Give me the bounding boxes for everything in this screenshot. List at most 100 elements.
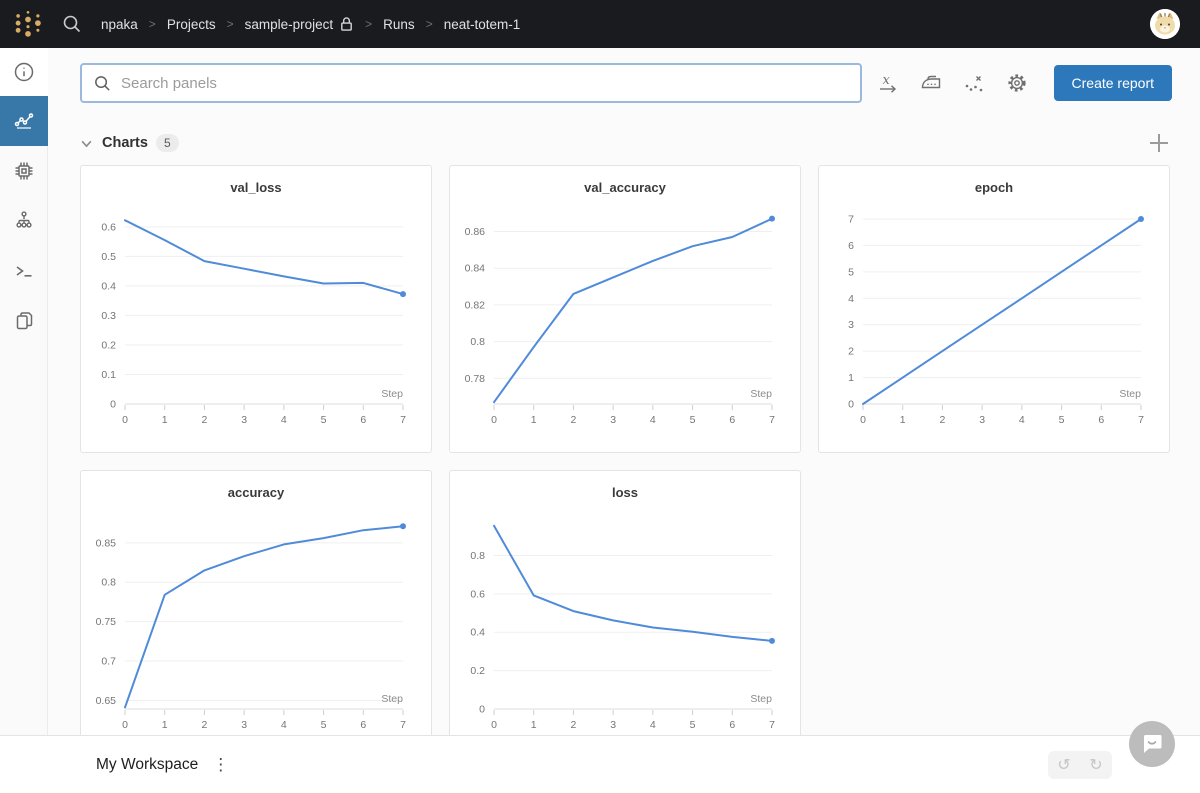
cpu-chip-icon: [15, 162, 33, 180]
svg-text:4: 4: [1019, 414, 1025, 426]
lock-icon: [339, 16, 354, 32]
svg-text:6: 6: [360, 719, 366, 731]
svg-text:0.8: 0.8: [470, 336, 485, 348]
charts-grid: val_loss 0 0.1 0.2 0.3 0.4 0.5 0.6 0 1 2 3 4 5 6 7 Step v…: [80, 165, 1172, 735]
wandb-logo[interactable]: [8, 4, 48, 44]
svg-text:0.1: 0.1: [101, 369, 116, 381]
svg-text:3: 3: [848, 319, 854, 331]
svg-text:2: 2: [571, 414, 577, 426]
sidebar-item-system[interactable]: [0, 146, 48, 196]
svg-text:0.8: 0.8: [101, 577, 116, 589]
svg-text:4: 4: [650, 719, 656, 731]
panel-epoch[interactable]: epoch 0 1 2 3 4 5 6 7 0 1 2 3 4 5 6 7 Step: [818, 165, 1170, 453]
svg-text:0.7: 0.7: [101, 655, 116, 667]
panel-title: val_accuracy: [584, 180, 666, 195]
workspace-content: x: [48, 48, 1200, 735]
sidebar-item-charts[interactable]: [0, 96, 48, 146]
svg-text:6: 6: [729, 414, 735, 426]
bottombar: My Workspace ⋮ ↺ ↻: [0, 735, 1200, 793]
panel-val_accuracy[interactable]: val_accuracy 0.78 0.8 0.82 0.84 0.86 0 1 2 3 4 5 6 7 S…: [449, 165, 801, 453]
topbar-search-icon[interactable]: [60, 12, 84, 36]
svg-text:3: 3: [979, 414, 985, 426]
chat-bubble-button[interactable]: [1129, 721, 1175, 767]
panel-accuracy[interactable]: accuracy 0.65 0.7 0.75 0.8 0.85 0 1 2 3 4 5 6 7 Step: [80, 470, 432, 735]
svg-text:1: 1: [900, 414, 906, 426]
create-report-button[interactable]: Create report: [1053, 65, 1172, 101]
svg-text:2: 2: [202, 414, 208, 426]
search-panels-box: [80, 63, 862, 103]
breadcrumb-separator: >: [365, 17, 373, 31]
svg-text:7: 7: [400, 414, 406, 426]
svg-text:x: x: [883, 73, 891, 88]
svg-text:0.75: 0.75: [96, 616, 117, 628]
breadcrumb-run[interactable]: neat-totem-1: [443, 16, 521, 32]
smoothing-button[interactable]: [918, 70, 944, 96]
panel-loss[interactable]: loss 0 0.2 0.4 0.6 0.8 0 1 2 3 4 5 6 7 Step: [449, 470, 801, 735]
workspace-title: My Workspace: [96, 755, 199, 773]
breadcrumb-project[interactable]: sample-project: [244, 16, 334, 32]
breadcrumb-separator: >: [226, 17, 234, 31]
chevron-down-icon[interactable]: [80, 136, 94, 150]
svg-text:0.65: 0.65: [96, 695, 117, 707]
svg-text:4: 4: [650, 414, 656, 426]
svg-text:6: 6: [360, 414, 366, 426]
svg-text:0.4: 0.4: [470, 627, 485, 639]
add-panel-button[interactable]: [1146, 130, 1172, 156]
smoothing-iron-icon: [921, 75, 941, 89]
svg-text:6: 6: [1098, 414, 1104, 426]
svg-text:0.78: 0.78: [465, 373, 486, 385]
breadcrumb-projects[interactable]: Projects: [166, 16, 216, 32]
svg-text:0: 0: [491, 414, 497, 426]
outliers-button[interactable]: [961, 70, 987, 96]
svg-text:4: 4: [848, 293, 854, 305]
line-chart-icon: [14, 113, 34, 129]
svg-text:3: 3: [610, 719, 616, 731]
svg-text:5: 5: [1059, 414, 1065, 426]
model-graph-icon: [16, 211, 32, 228]
line-chart-plot: 0 1 2 3 4 5 6 7 0 1 2 3 4 5 6 7 Step: [848, 213, 1144, 426]
svg-text:3: 3: [610, 414, 616, 426]
kebab-menu-icon[interactable]: ⋮: [212, 755, 230, 774]
svg-text:2: 2: [571, 719, 577, 731]
charts-section-header: Charts 5: [80, 131, 1172, 155]
breadcrumb: npaka > Projects > sample-project > Runs…: [101, 16, 520, 32]
section-title: Charts: [102, 135, 148, 151]
panel-val_loss[interactable]: val_loss 0 0.1 0.2 0.3 0.4 0.5 0.6 0 1 2 3 4 5 6 7 Step: [80, 165, 432, 453]
avatar[interactable]: [1150, 9, 1180, 39]
breadcrumb-user[interactable]: npaka: [101, 16, 138, 32]
panel-title: accuracy: [227, 485, 285, 500]
sidebar-item-logs[interactable]: [0, 246, 48, 296]
x-axis-label: Step: [381, 388, 403, 400]
svg-text:1: 1: [162, 719, 168, 731]
svg-text:0.8: 0.8: [470, 550, 485, 562]
sidebar-item-files[interactable]: [0, 296, 48, 346]
breadcrumb-runs[interactable]: Runs: [383, 16, 415, 32]
x-axis-button[interactable]: x: [875, 70, 901, 96]
terminal-icon: [16, 266, 32, 277]
svg-text:2: 2: [940, 414, 946, 426]
outliers-icon: [965, 76, 983, 92]
search-icon: [95, 75, 110, 91]
files-icon: [16, 312, 33, 330]
sidebar-item-model[interactable]: [0, 196, 48, 246]
panel-toolbar-icons: x: [875, 70, 1030, 96]
svg-text:0: 0: [122, 414, 128, 426]
search-panels-input[interactable]: [121, 74, 849, 92]
x-axis-label: Step: [750, 693, 772, 705]
svg-text:0.6: 0.6: [470, 588, 485, 600]
svg-text:0.84: 0.84: [465, 263, 486, 275]
settings-button[interactable]: [1004, 70, 1030, 96]
undo-button[interactable]: ↺: [1048, 751, 1080, 779]
svg-text:6: 6: [848, 240, 854, 252]
svg-text:0.2: 0.2: [101, 339, 116, 351]
svg-text:0: 0: [491, 719, 497, 731]
x-axis-label: Step: [1119, 388, 1141, 400]
sidebar-item-overview[interactable]: [0, 48, 48, 96]
breadcrumb-separator: >: [148, 17, 156, 31]
redo-button[interactable]: ↻: [1080, 751, 1112, 779]
svg-text:0: 0: [848, 399, 854, 411]
svg-text:2: 2: [848, 346, 854, 358]
x-axis-label: Step: [750, 388, 772, 400]
svg-text:4: 4: [281, 719, 287, 731]
svg-text:1: 1: [162, 414, 168, 426]
